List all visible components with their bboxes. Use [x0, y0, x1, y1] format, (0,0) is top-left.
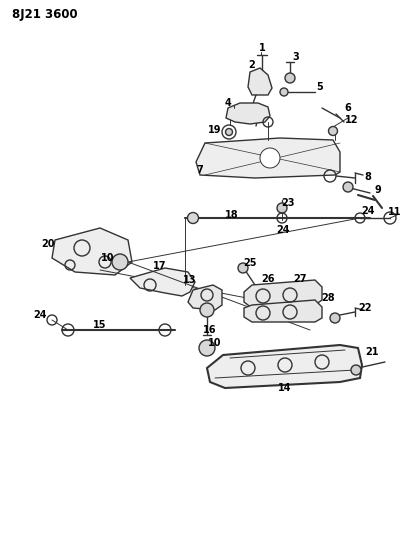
Text: 26: 26: [261, 274, 274, 284]
Text: 18: 18: [225, 210, 238, 220]
Polygon shape: [207, 345, 361, 388]
Text: 8: 8: [364, 172, 371, 182]
Circle shape: [342, 182, 352, 192]
Text: 7: 7: [196, 165, 203, 175]
Circle shape: [112, 254, 128, 270]
Text: 16: 16: [203, 325, 216, 335]
Circle shape: [225, 128, 232, 135]
Polygon shape: [243, 280, 321, 308]
Text: 6: 6: [344, 103, 350, 113]
Text: 22: 22: [357, 303, 371, 313]
Circle shape: [328, 126, 337, 135]
Text: 15: 15: [93, 320, 107, 330]
Polygon shape: [52, 228, 132, 275]
Text: 9: 9: [374, 185, 381, 195]
Text: 3: 3: [292, 52, 299, 62]
Polygon shape: [247, 68, 271, 95]
Polygon shape: [130, 268, 194, 296]
Text: 1: 1: [258, 43, 265, 53]
Text: 8J21 3600: 8J21 3600: [12, 8, 77, 21]
Text: 28: 28: [320, 293, 334, 303]
Text: 13: 13: [183, 275, 196, 285]
Text: 27: 27: [292, 274, 306, 284]
Text: 21: 21: [365, 347, 378, 357]
Circle shape: [200, 303, 213, 317]
Circle shape: [284, 73, 294, 83]
Polygon shape: [188, 285, 221, 310]
Polygon shape: [196, 138, 339, 178]
Polygon shape: [225, 103, 269, 124]
Text: 25: 25: [243, 258, 256, 268]
Circle shape: [187, 213, 198, 223]
Text: 12: 12: [344, 115, 358, 125]
Text: 20: 20: [41, 239, 55, 249]
Text: 10: 10: [208, 338, 221, 348]
Circle shape: [198, 340, 215, 356]
Text: 11: 11: [387, 207, 401, 217]
Text: 24: 24: [275, 225, 289, 235]
Text: 10: 10: [101, 253, 114, 263]
Text: 23: 23: [281, 198, 294, 208]
Text: 4: 4: [224, 98, 231, 108]
Polygon shape: [243, 300, 321, 322]
Circle shape: [237, 263, 247, 273]
Text: 17: 17: [153, 261, 166, 271]
Text: 24: 24: [360, 206, 374, 216]
Circle shape: [279, 88, 287, 96]
Circle shape: [276, 203, 286, 213]
Circle shape: [350, 365, 360, 375]
Text: 19: 19: [208, 125, 221, 135]
Circle shape: [259, 148, 279, 168]
Text: 5: 5: [316, 82, 322, 92]
Circle shape: [329, 313, 339, 323]
Text: 24: 24: [33, 310, 47, 320]
Text: 14: 14: [277, 383, 291, 393]
Text: 2: 2: [248, 60, 255, 70]
